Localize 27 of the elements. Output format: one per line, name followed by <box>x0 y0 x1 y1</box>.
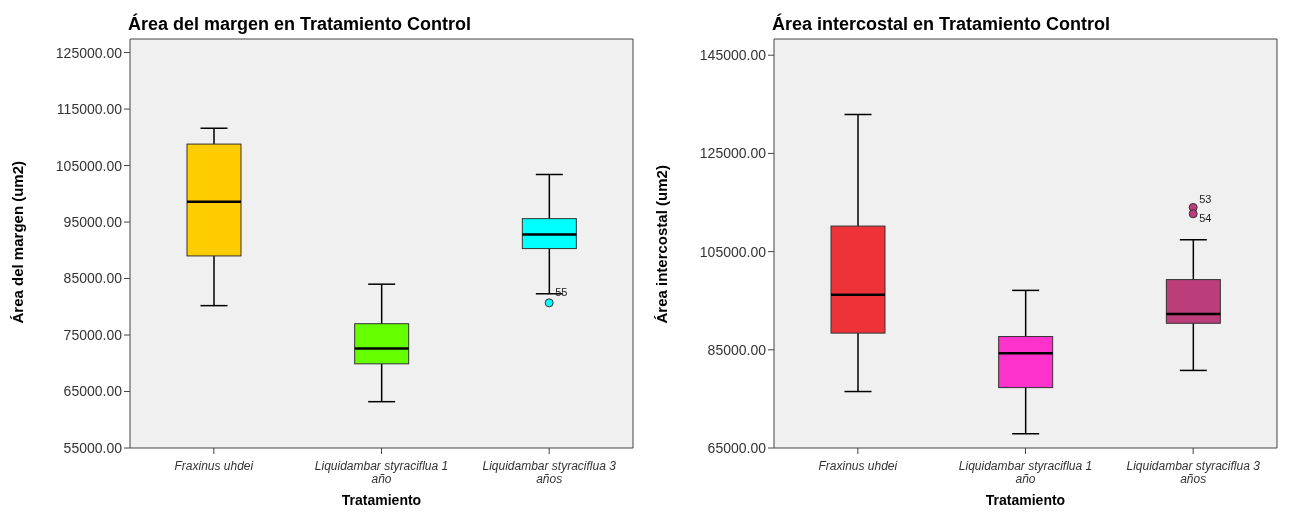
y-tick-label: 125000.00 <box>55 44 123 61</box>
y-tick-label: 95000.00 <box>63 214 123 230</box>
annotation: 54 <box>1199 211 1212 224</box>
y-tick-label: 105000.00 <box>55 157 123 174</box>
x-tick-label: Liquidambar styraciflua 1 año <box>314 459 449 486</box>
x-tick-label: Liquidambar styraciflua 3 años <box>482 459 617 486</box>
y-tick-label: 55000.00 <box>63 439 123 456</box>
y-axis-title: Área intercostal (um2) <box>653 165 671 324</box>
y-tick-label: 105000.00 <box>699 243 767 260</box>
x-tick-label: Fraxinus uhdei <box>818 459 898 473</box>
y-tick-label: 125000.00 <box>699 145 767 162</box>
y-axis-title: Área del margen (um2) <box>9 160 27 324</box>
x-tick-label: Liquidambar styraciflua 3 años <box>1126 459 1261 486</box>
x-tick-label: Fraxinus uhdei <box>174 459 254 473</box>
y-tick-label: 85000.00 <box>707 341 767 358</box>
x-axis-title: Tratamiento <box>341 492 422 508</box>
annotation: 53 <box>1199 193 1212 206</box>
y-tick-label: 65000.00 <box>707 439 767 456</box>
y-tick-label: 75000.00 <box>63 326 123 343</box>
chart-title: Área del margen en Tratamiento Control <box>128 14 472 35</box>
y-tick-label: 115000.00 <box>56 101 123 118</box>
x-axis-title: Tratamiento <box>985 492 1066 508</box>
chart-title: Área intercostal en Tratamiento Control <box>772 14 1111 35</box>
y-tick-label: 145000.00 <box>699 47 767 64</box>
y-tick-label: 65000.00 <box>63 383 123 400</box>
y-tick-label: 85000.00 <box>63 270 123 287</box>
x-tick-label: Liquidambar styraciflua 1 año <box>958 459 1093 486</box>
